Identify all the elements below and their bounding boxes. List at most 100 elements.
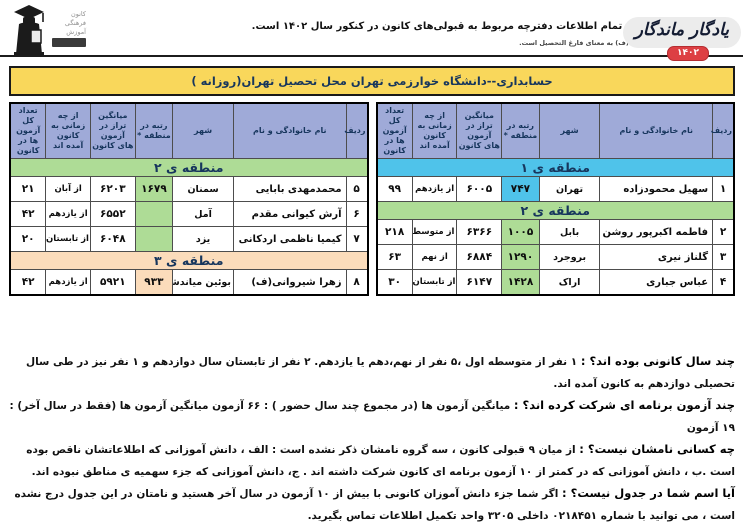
region-section-label: منطقه ی ۱	[376, 158, 735, 177]
student-name-cell: گلناز نیری	[599, 244, 714, 270]
student-name-cell: کیمیا ناظمی اردکانی	[232, 226, 347, 252]
row-index-cell: ۶	[345, 201, 369, 227]
rank-in-region-cell: ۱۴۲۸	[501, 269, 540, 296]
kanoon-logo: کانون فرهنگی آموزش	[8, 2, 94, 58]
joined-since-cell: از نهم	[411, 244, 458, 270]
city-cell: بروجرد	[538, 244, 601, 270]
city-cell: تهران	[538, 176, 601, 202]
col-header-row-index: ردیف	[711, 102, 735, 159]
avg-score-cell: ۵۹۲۱	[89, 269, 136, 296]
table-row: ۵ محمدمهدی بابایی سمنان ۱۶۷۹ ۶۲۰۳ از آبان ۲۱	[9, 176, 369, 202]
faq-question: چه کسانی نامشان نیست؟ :	[579, 442, 735, 456]
joined-since-cell: از یازدهم	[45, 269, 91, 296]
booklet-note: توجه: تمام اطلاعات دفترچه مربوط به قبولی…	[251, 21, 653, 32]
region-section-row: منطقه ی ۲	[376, 201, 735, 220]
joined-since-cell: از یازدهم	[411, 176, 458, 202]
avg-score-cell: ۶۱۴۷	[456, 269, 503, 296]
col-header-total-exams: تعداد کل آزمون ها در کانون	[9, 102, 47, 159]
region-section-label: منطقه ی ۳	[9, 251, 368, 270]
joined-since-cell: از متوسطه اول	[411, 219, 458, 245]
total-exams-cell: ۲۰	[9, 226, 47, 252]
table-row: ۳ گلناز نیری بروجرد ۱۲۹۰ ۶۸۸۴ از نهم ۶۳	[376, 244, 735, 270]
faq-answer: میانگین آزمون ها (در مجموع چند سال حضور …	[9, 400, 735, 434]
faq-item-years: چند سال کانونی بوده اند؟ : ۱ نفر از متوس…	[6, 351, 735, 395]
logo-banner	[52, 38, 86, 47]
faq-item-exams: چند آزمون برنامه ای شرکت کرده اند؟ : میا…	[6, 395, 735, 439]
row-index-cell: ۲	[712, 219, 735, 245]
col-header-rank-in-region: رتبه در منطقه *	[134, 102, 174, 159]
rank-in-region-cell: ۹۳۳	[134, 269, 174, 296]
logo-line-3: آموزش	[66, 28, 86, 36]
row-index-cell: ۵	[345, 176, 369, 202]
faq-question: آیا اسم شما در جدول نیست؟ :	[562, 486, 735, 500]
faq-item-missing-names: چه کسانی نامشان نیست؟ : از میان ۹ قبولی …	[6, 439, 735, 483]
student-name-cell: محمدمهدی بابایی	[232, 176, 347, 202]
row-index-cell: ۱	[712, 176, 735, 202]
total-exams-cell: ۹۹	[376, 176, 413, 202]
student-name-cell: فاطمه اکبرپور روشن	[599, 219, 714, 245]
total-exams-cell: ۶۳	[376, 244, 413, 270]
joined-since-cell: از آبان	[45, 176, 91, 202]
rank-in-region-cell	[134, 201, 174, 227]
rank-in-region-cell: ۱۲۹۰	[501, 244, 540, 270]
rank-in-region-cell: ۷۴۷	[501, 176, 540, 202]
brand-calligraphy: یادگار ماندگار	[634, 20, 729, 40]
city-cell: بوئین میاندشت	[172, 269, 234, 296]
student-name-cell: آرش کیوانی مقدم	[232, 201, 347, 227]
row-index-cell: ۷	[345, 226, 369, 252]
rank-in-region-cell	[134, 226, 174, 252]
row-index-cell: ۳	[712, 244, 735, 270]
faq-item-contact: آیا اسم شما در جدول نیست؟ : اگر شما جزء …	[6, 483, 735, 527]
brand-lockup: یادگار ماندگار	[622, 17, 741, 48]
total-exams-cell: ۴۲	[9, 201, 47, 227]
avg-score-cell: ۶۸۸۴	[456, 244, 503, 270]
row-index-cell: ۸	[345, 269, 369, 296]
results-tables: ردیف نام خانوادگی و نام شهر رتبه در منطقه *…	[9, 102, 735, 296]
table-header-row: ردیف نام خانوادگی و نام شهر رتبه در منطقه *…	[376, 102, 735, 159]
col-header-joined-since: از چه زمانی به کانون آمده اند	[45, 102, 91, 159]
rank-in-region-cell: ۱۶۷۹	[134, 176, 174, 202]
region-section-row: منطقه ی ۳	[9, 251, 368, 270]
city-cell: آمل	[172, 201, 234, 227]
logo-line-1: کانون	[70, 10, 86, 18]
results-table-right: ردیف نام خانوادگی و نام شهر رتبه در منطقه *…	[375, 102, 735, 296]
city-cell: سمنان	[172, 176, 234, 202]
region-section-label: منطقه ی ۲	[9, 158, 368, 177]
total-exams-cell: ۳۰	[376, 269, 413, 296]
joined-since-cell: از تابستان	[45, 226, 91, 252]
table-row: ۱ سهیل محمودزاده تهران ۷۴۷ ۶۰۰۵ از یازدهم ۹۹	[376, 176, 735, 202]
col-header-joined-since: از چه زمانی به کانون آمده اند	[411, 102, 458, 159]
logo-line-2: فرهنگی	[64, 19, 86, 27]
faq-question: چند سال کانونی بوده اند؟ :	[580, 354, 735, 368]
student-name-cell: سهیل محمودزاده	[599, 176, 714, 202]
table-row: ۶ آرش کیوانی مقدم آمل ۶۵۵۲ از یازدهم ۴۲	[9, 201, 369, 227]
col-header-total-exams: تعداد کل آزمون ها در کانون	[376, 102, 413, 159]
graduate-abbrev-note: * حرف (ف) به معنای فارغ التحصیل است.	[519, 39, 653, 47]
col-header-student-name: نام خانوادگی و نام	[599, 102, 714, 159]
faq-question: چند آزمون برنامه ای شرکت کرده اند؟ :	[513, 398, 735, 412]
row-index-cell: ۴	[712, 269, 735, 296]
total-exams-cell: ۲۱۸	[376, 219, 413, 245]
major-title-bar: حسابداری--دانشگاه خوارزمی تهران محل تحصی…	[9, 66, 735, 96]
col-header-rank-in-region: رتبه در منطقه *	[501, 102, 540, 159]
col-header-city: شهر	[538, 102, 601, 159]
table-header-row: ردیف نام خانوادگی و نام شهر رتبه در منطقه *…	[9, 102, 369, 159]
city-cell: اراک	[538, 269, 601, 296]
graduate-silhouette-icon	[8, 2, 50, 56]
avg-score-cell: ۶۰۴۸	[89, 226, 136, 252]
col-header-student-name: نام خانوادگی و نام	[232, 102, 347, 159]
total-exams-cell: ۴۲	[9, 269, 47, 296]
city-cell: بابل	[538, 219, 601, 245]
city-cell: یزد	[172, 226, 234, 252]
avg-score-cell: ۶۵۵۲	[89, 201, 136, 227]
table-row: ۷ کیمیا ناظمی اردکانی یزد ۶۰۴۸ از تابستان ۲۰	[9, 226, 369, 252]
col-header-avg-score: میانگین تراز در آزمون های کانون	[89, 102, 136, 159]
region-section-row: منطقه ی ۱	[376, 158, 735, 177]
joined-since-cell: از یازدهم	[45, 201, 91, 227]
year-badge: ۱۴۰۲	[667, 46, 709, 61]
col-header-row-index: ردیف	[344, 102, 369, 159]
joined-since-cell: از تابستان	[411, 269, 458, 296]
